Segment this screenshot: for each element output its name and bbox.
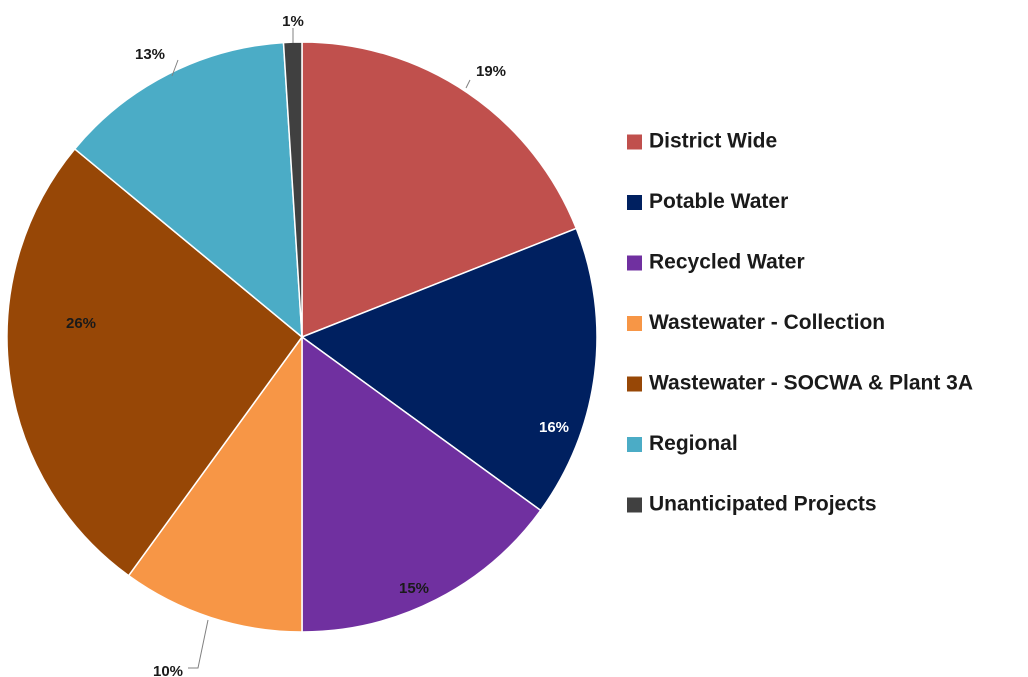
legend-label-regional: Regional <box>649 432 738 455</box>
legend-swatch-unanticipated-projects <box>627 497 642 513</box>
data-label-unanticipated-projects: 1% <box>282 13 304 30</box>
legend-swatch-potable-water <box>627 195 642 210</box>
pie-slice-wastewater-socwa-and-plant-3a <box>6 147 304 577</box>
legend-swatch-wastewater-collection <box>627 316 642 331</box>
legend-item-regional: Regional <box>627 432 738 455</box>
pie-slice-recycled-water <box>301 335 542 633</box>
legend-label-wastewater-collection: Wastewater - Collection <box>649 311 885 334</box>
pie-slice-wastewater-collection <box>127 334 303 633</box>
legend-label-unanticipated-projects: Unanticipated Projects <box>649 493 877 516</box>
leader-line-wastewater-collection <box>188 619 209 669</box>
legend-item-unanticipated-projects: Unanticipated Projects <box>627 493 877 516</box>
legend-label-wastewater-socwa-and-plant-3a: Wastewater - SOCWA & Plant 3A <box>649 372 973 395</box>
legend-item-wastewater-socwa-and-plant-3a: Wastewater - SOCWA & Plant 3A <box>627 372 973 395</box>
legend-label-recycled-water: Recycled Water <box>649 251 805 274</box>
legend-label-potable-water: Potable Water <box>649 190 788 213</box>
data-label-wastewater-socwa-and-plant-3a: 26% <box>66 315 96 332</box>
data-label-wastewater-collection: 10% <box>153 663 183 677</box>
legend-swatch-regional <box>627 437 642 452</box>
legend-swatch-district-wide <box>627 134 642 150</box>
legend: District Wide Potable Water Recycled Water… <box>627 130 973 516</box>
pie-slice-regional <box>73 41 303 339</box>
data-label-recycled-water: 15% <box>399 580 429 597</box>
legend-item-recycled-water: Recycled Water <box>627 251 805 274</box>
data-label-district-wide: 19% <box>476 63 506 80</box>
legend-label-district-wide: District Wide <box>649 130 777 153</box>
legend-item-district-wide: District Wide <box>627 130 777 153</box>
pie-slice-potable-water <box>300 227 598 512</box>
data-label-regional: 13% <box>135 46 165 63</box>
legend-item-potable-water: Potable Water <box>627 190 788 213</box>
leader-line-district-wide <box>465 79 471 89</box>
legend-swatch-recycled-water <box>627 255 642 271</box>
data-label-potable-water: 16% <box>539 419 569 436</box>
leader-line-regional <box>171 59 179 77</box>
legend-swatch-wastewater-socwa-and-plant-3a <box>627 376 642 392</box>
legend-item-wastewater-collection: Wastewater - Collection <box>627 311 885 334</box>
data-labels: 19% 16% 15% 10% 26% 13% 1% <box>66 13 569 677</box>
leader-lines <box>171 28 471 669</box>
pie-slice-district-wide <box>301 41 578 339</box>
pie-slices <box>6 41 598 633</box>
